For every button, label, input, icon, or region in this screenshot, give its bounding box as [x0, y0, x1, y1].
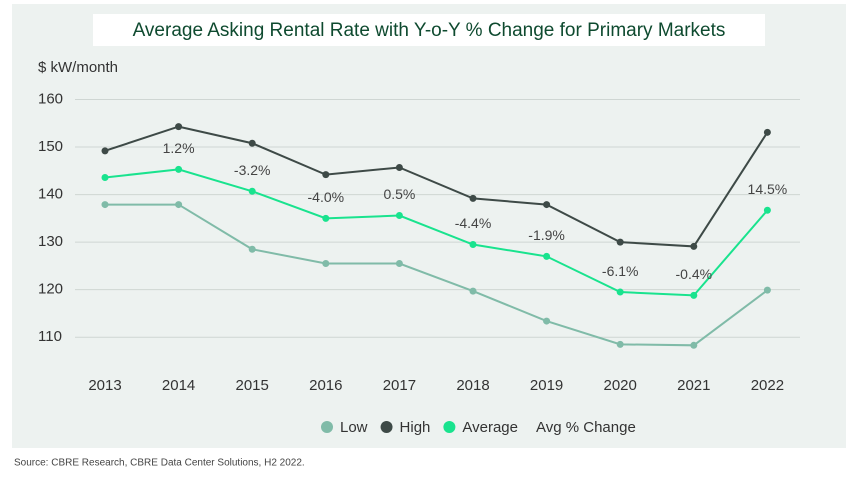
x-tick-label: 2013	[88, 377, 121, 394]
x-tick-label: 2016	[309, 377, 342, 394]
x-tick-label: 2015	[236, 377, 269, 394]
data-point	[616, 340, 624, 348]
data-point	[175, 165, 183, 173]
series-line	[104, 168, 769, 297]
data-label: -1.9%	[528, 227, 565, 243]
data-point	[101, 173, 109, 181]
data-point	[469, 194, 477, 202]
data-point	[322, 214, 330, 222]
data-point	[469, 241, 477, 249]
x-tick-label: 2018	[456, 377, 489, 394]
data-point	[322, 260, 330, 268]
y-tick-label: 150	[38, 138, 63, 155]
data-point	[395, 163, 403, 171]
legend-label: Average	[462, 419, 518, 436]
data-point	[175, 123, 183, 131]
data-point	[395, 212, 403, 220]
x-tick-label: 2020	[604, 377, 637, 394]
y-tick-label: 130	[38, 233, 63, 250]
y-tick-label: 140	[38, 186, 63, 203]
y-tick-label: 120	[38, 281, 63, 298]
data-point	[395, 260, 403, 268]
data-point	[763, 286, 771, 294]
legend-label: Low	[340, 419, 368, 436]
source-note: Source: CBRE Research, CBRE Data Center …	[14, 458, 305, 469]
data-point	[101, 201, 109, 209]
data-label: 1.2%	[163, 140, 195, 156]
data-point	[248, 187, 256, 195]
data-point	[543, 317, 551, 325]
data-label: -4.4%	[455, 215, 492, 231]
y-tick-label: 110	[38, 328, 62, 345]
plot-background	[12, 4, 846, 448]
data-point	[763, 206, 771, 214]
legend-marker	[380, 421, 393, 433]
data-point	[248, 139, 256, 147]
y-axis-label: $ kW/month	[38, 59, 118, 76]
data-point	[248, 245, 256, 253]
data-label: -6.1%	[602, 263, 639, 279]
x-tick-label: 2019	[530, 377, 563, 394]
data-label: -3.2%	[234, 162, 271, 178]
data-label: 14.5%	[748, 181, 788, 197]
data-point	[101, 147, 109, 155]
legend-marker	[443, 421, 456, 433]
x-tick-label: 2022	[751, 377, 784, 394]
x-tick-label: 2017	[383, 377, 416, 394]
data-point	[543, 252, 551, 260]
data-point	[690, 341, 698, 349]
legend-marker	[321, 421, 333, 433]
data-label: -4.0%	[308, 189, 345, 205]
x-tick-label: 2021	[677, 377, 710, 394]
data-point	[690, 291, 698, 299]
title-box	[93, 14, 765, 46]
data-point	[690, 242, 698, 250]
y-tick-label: 160	[38, 90, 63, 107]
series-line	[104, 125, 769, 248]
data-point	[543, 201, 551, 209]
legend-label: Avg % Change	[536, 419, 636, 436]
data-label: 0.5%	[383, 186, 415, 202]
data-point	[469, 287, 477, 295]
data-point	[763, 128, 771, 136]
chart-title: Average Asking Rental Rate with Y-o-Y % …	[133, 20, 726, 41]
data-point	[616, 288, 624, 296]
data-point	[322, 171, 330, 179]
data-point	[175, 201, 183, 209]
data-label: -0.4%	[676, 266, 713, 282]
x-tick-label: 2014	[162, 377, 195, 394]
series-line	[105, 203, 768, 347]
data-point	[616, 238, 624, 246]
legend-label: High	[400, 419, 431, 436]
